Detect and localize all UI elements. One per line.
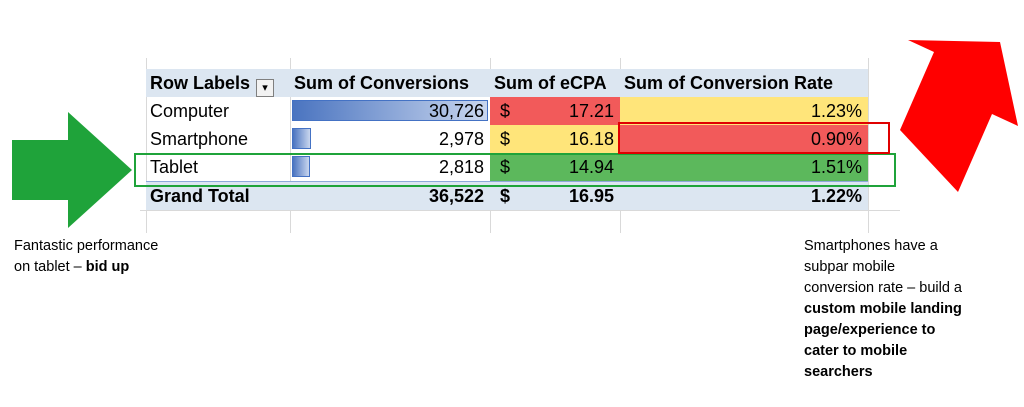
currency-symbol: $ (500, 157, 511, 177)
currency-symbol: $ (500, 101, 511, 121)
currency-symbol: $ (500, 186, 511, 206)
total-conversions-cell[interactable]: 36,522 (428, 186, 484, 206)
total-ecpa-cell[interactable]: $ 16.95 (490, 182, 620, 210)
table-row: Computer 30,726 $ 17.21 1.23% (146, 97, 868, 125)
filter-icon[interactable]: ▾ (256, 79, 275, 97)
header-row-labels[interactable]: Row Labels ▾ (146, 69, 290, 97)
data-bar (292, 156, 310, 177)
data-bar (292, 128, 311, 149)
green-arrow-icon (12, 112, 132, 228)
conversion-rate-cell[interactable]: 0.90% (620, 125, 868, 153)
gridline (140, 210, 900, 211)
red-arrow-icon (900, 40, 1018, 192)
header-conversion-rate[interactable]: Sum of Conversion Rate (624, 73, 834, 93)
total-conversion-rate-cell[interactable]: 1.22% (810, 186, 862, 206)
row-label[interactable]: Tablet (150, 157, 199, 177)
conversions-cell[interactable]: 2,818 (290, 153, 490, 181)
tablet-annotation: Fantastic performance on tablet – bid up (14, 238, 159, 275)
data-bar (292, 100, 488, 121)
ecpa-cell[interactable]: $ 16.18 (490, 125, 620, 153)
row-label[interactable]: Computer (150, 101, 230, 121)
smartphone-annotation: Smartphones have a subpar mobile convers… (804, 238, 962, 380)
table-row: Tablet 2,818 $ 14.94 1.51% (146, 153, 868, 181)
row-label[interactable]: Smartphone (150, 129, 249, 149)
tablet-row-highlight (134, 153, 896, 187)
conversion-rate-cell[interactable]: 1.23% (620, 97, 868, 125)
header-conversions[interactable]: Sum of Conversions (294, 73, 470, 93)
grand-total-label[interactable]: Grand Total (150, 186, 250, 206)
gridline (146, 58, 147, 233)
ecpa-cell[interactable]: $ 14.94 (490, 153, 620, 181)
pivot-header-row: Row Labels ▾ Sum of Conversions Sum of eC… (146, 69, 868, 97)
ecpa-cell[interactable]: $ 17.21 (490, 97, 620, 125)
conversion-rate-cell[interactable]: 1.51% (620, 153, 868, 181)
currency-symbol: $ (500, 129, 511, 149)
header-ecpa[interactable]: Sum of eCPA (494, 73, 607, 93)
gridline (868, 58, 869, 233)
conversions-cell[interactable]: 2,978 (290, 125, 490, 153)
smartphone-rate-highlight (618, 122, 890, 154)
table-row: Smartphone 2,978 $ 16.18 0.90% (146, 125, 868, 153)
gridline (290, 58, 291, 233)
conversions-cell[interactable]: 30,726 (290, 97, 490, 125)
